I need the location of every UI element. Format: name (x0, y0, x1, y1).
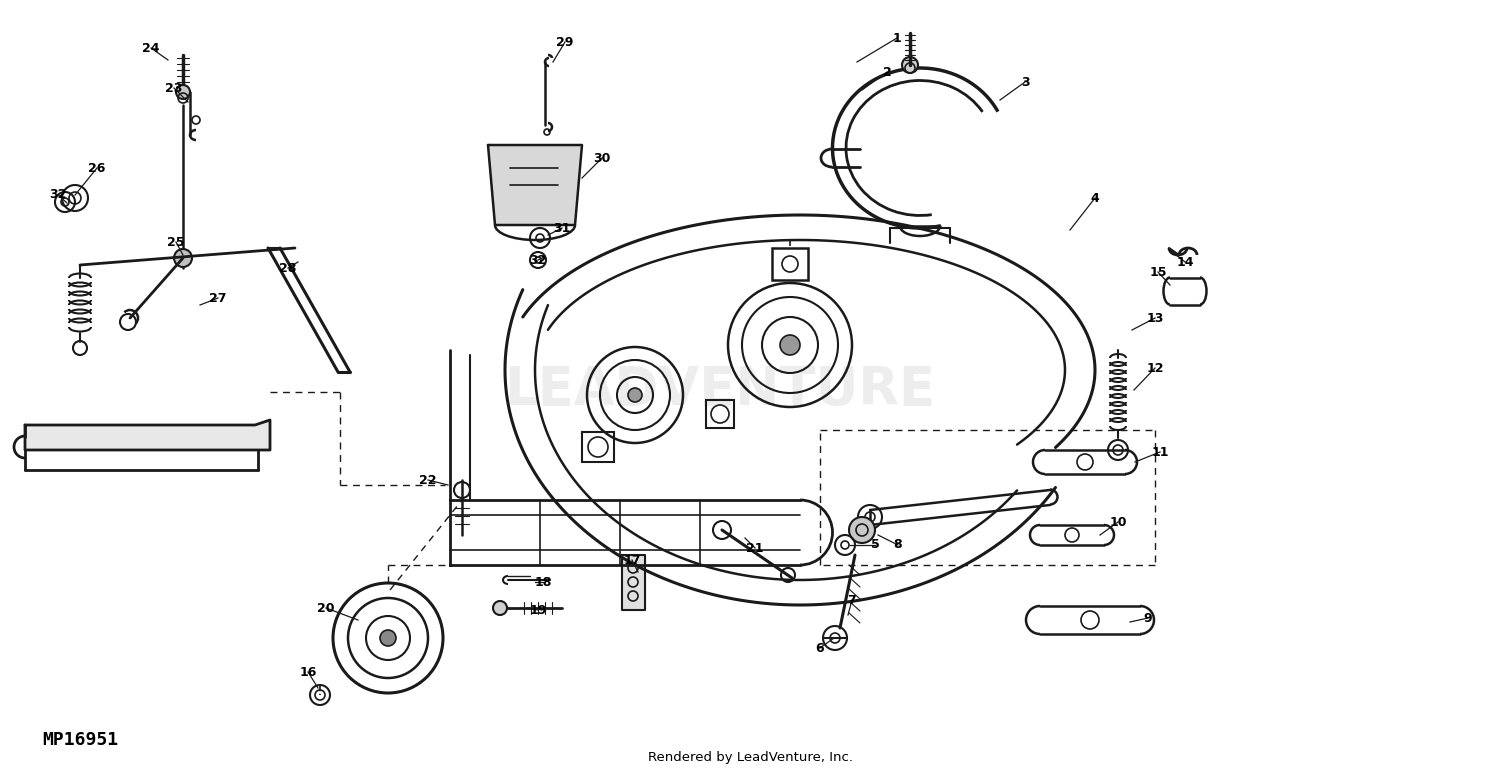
Text: Rendered by LeadVenture, Inc.: Rendered by LeadVenture, Inc. (648, 751, 852, 765)
Circle shape (628, 388, 642, 402)
Text: 2: 2 (882, 66, 891, 79)
Circle shape (494, 601, 507, 615)
Text: 14: 14 (1176, 255, 1194, 269)
Text: 27: 27 (209, 291, 226, 305)
Text: 18: 18 (534, 576, 552, 589)
Text: MP16951: MP16951 (42, 731, 118, 749)
Text: 25: 25 (168, 236, 184, 248)
Text: 15: 15 (1149, 266, 1167, 279)
Text: 30: 30 (594, 152, 610, 165)
Text: 10: 10 (1108, 515, 1126, 529)
Text: 32: 32 (50, 188, 66, 201)
Text: 7: 7 (847, 594, 856, 607)
Text: 23: 23 (165, 81, 183, 95)
Text: 22: 22 (419, 473, 436, 487)
Text: 17: 17 (624, 554, 640, 566)
Circle shape (902, 57, 918, 73)
Text: LEADVENTURE: LEADVENTURE (504, 364, 936, 416)
Text: 29: 29 (556, 35, 573, 48)
Text: 21: 21 (747, 541, 764, 555)
Text: 26: 26 (88, 162, 105, 174)
Text: 5: 5 (870, 539, 879, 551)
Text: 32: 32 (530, 254, 546, 266)
Circle shape (174, 249, 192, 267)
Text: 28: 28 (279, 262, 297, 274)
Text: 4: 4 (1090, 191, 1100, 205)
Text: 31: 31 (554, 222, 570, 234)
Text: 19: 19 (530, 604, 546, 616)
Circle shape (849, 517, 874, 543)
Text: 3: 3 (1020, 76, 1029, 88)
Circle shape (380, 630, 396, 646)
Text: 16: 16 (300, 665, 316, 679)
Text: 24: 24 (142, 41, 159, 55)
Polygon shape (26, 420, 270, 450)
Text: 13: 13 (1146, 312, 1164, 324)
Text: 12: 12 (1146, 362, 1164, 375)
Circle shape (780, 335, 800, 355)
Polygon shape (622, 555, 645, 610)
Polygon shape (488, 145, 582, 225)
Text: 9: 9 (1143, 612, 1152, 625)
Text: 6: 6 (816, 641, 825, 654)
Circle shape (176, 85, 190, 99)
Text: 8: 8 (894, 539, 903, 551)
Text: 1: 1 (892, 31, 902, 45)
Text: 11: 11 (1152, 445, 1168, 458)
Text: 20: 20 (318, 601, 334, 615)
